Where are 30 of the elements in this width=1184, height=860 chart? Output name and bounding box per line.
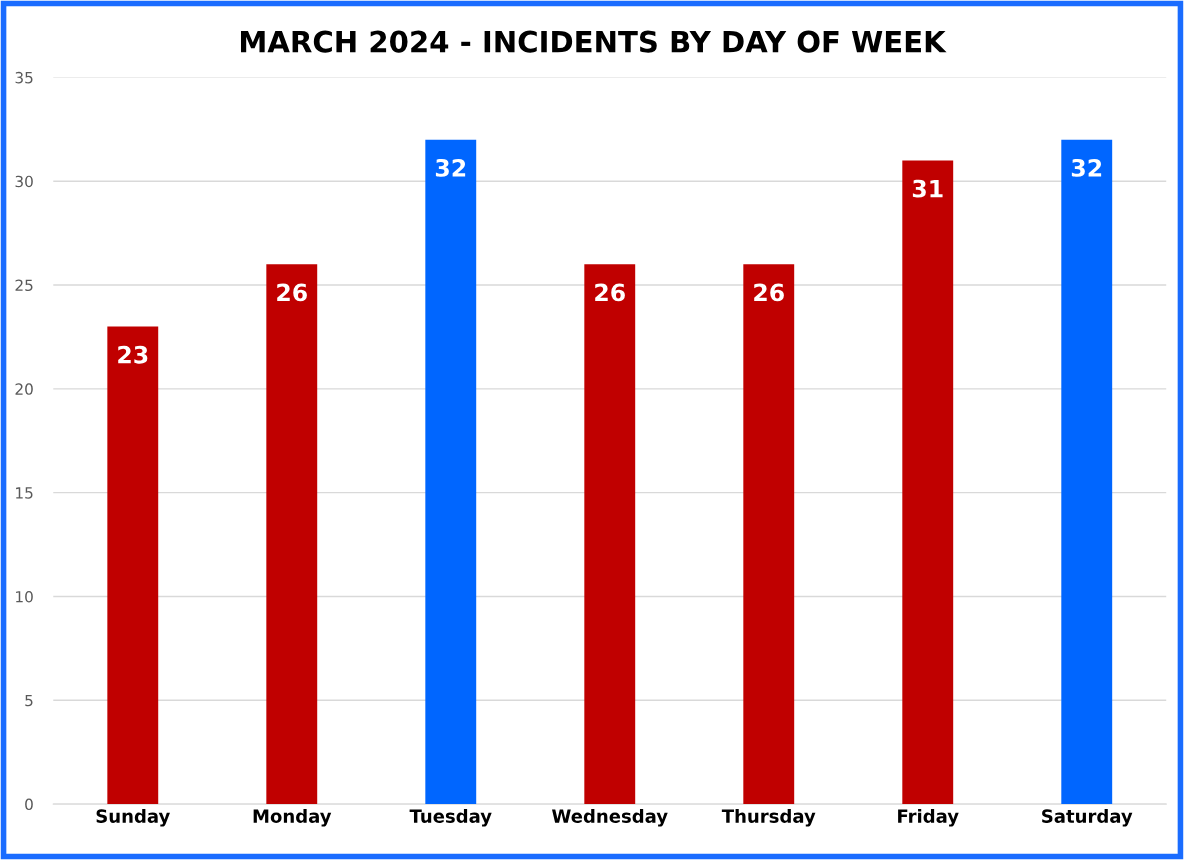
y-tick-label: 15 — [16, 487, 33, 499]
data-label: 32 — [435, 158, 466, 177]
data-label: 26 — [277, 283, 307, 302]
bar — [1061, 139, 1113, 805]
x-tick-label: Monday — [253, 808, 332, 827]
x-tick-label: Thursday — [721, 808, 816, 827]
bar — [266, 264, 318, 805]
bar — [743, 264, 795, 805]
y-tick-label: 30 — [15, 175, 33, 188]
bar — [902, 160, 954, 805]
y-tick-label: 10 — [16, 590, 33, 603]
y-tick-label: 35 — [15, 71, 33, 84]
x-tick-label: Friday — [898, 808, 959, 827]
bar — [425, 139, 477, 805]
x-tick-label: Wednesday — [552, 808, 668, 827]
y-tick-label: 5 — [25, 694, 33, 707]
x-tick-label: Tuesday — [409, 808, 492, 827]
bar — [107, 326, 159, 805]
data-label: 23 — [118, 345, 148, 364]
data-label: 32 — [1071, 158, 1102, 177]
chart-title: MARCH 2024 - INCIDENTS BY DAY OF WEEK — [241, 30, 947, 53]
x-tick-label: Sunday — [96, 808, 170, 827]
y-tick-label: 20 — [15, 383, 33, 395]
y-tick-label: 0 — [25, 798, 33, 811]
data-label: 31 — [912, 179, 943, 198]
data-label: 26 — [754, 283, 784, 302]
data-label: 26 — [595, 283, 625, 302]
y-tick-label: 25 — [15, 279, 33, 292]
bar — [584, 264, 636, 805]
x-tick-label: Saturday — [1042, 808, 1133, 827]
